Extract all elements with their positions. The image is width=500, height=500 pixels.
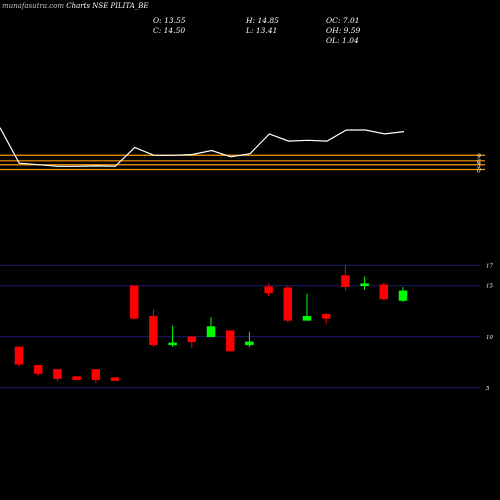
candle-body	[72, 376, 81, 380]
ohlc-open-close: O: 13.55 C: 14.50	[153, 16, 186, 36]
candle-body	[245, 341, 254, 346]
candle	[245, 331, 254, 347]
candle-body	[302, 316, 312, 321]
candle	[206, 317, 216, 338]
level-label: 3	[477, 163, 481, 170]
candle-body	[149, 316, 158, 346]
chart-title: munafasutra.com Charts NSE PILITA_BE	[2, 2, 149, 10]
site-name: munafasutra.com	[2, 2, 65, 10]
level-label: 9	[477, 153, 481, 160]
candle-body	[264, 286, 273, 294]
candle	[14, 346, 24, 367]
level-label: 0	[477, 167, 481, 174]
ohlc-high-low: H: 14.85 L: 13.41	[246, 16, 279, 36]
low-value: 13.41	[255, 26, 278, 35]
candle	[168, 325, 177, 347]
candle-body	[91, 369, 101, 380]
oh-value: 9.59	[343, 26, 361, 35]
candle	[53, 369, 62, 382]
price-panel: 17 15 10 5	[0, 263, 493, 392]
chart-title-text: Charts NSE PILITA_BE	[66, 2, 149, 10]
candle	[360, 276, 369, 290]
candle-body	[53, 369, 62, 379]
ohlc-percentages: OC: 7.01 OH: 9.59 OL: 1.04	[326, 16, 360, 46]
candle-body	[341, 275, 350, 287]
candle-body	[283, 287, 293, 321]
oc-value-row: OC: 7.01	[326, 16, 360, 25]
y-tick-label: 10	[486, 335, 493, 341]
candle-body	[129, 285, 139, 319]
candle-body	[225, 330, 235, 352]
candle	[264, 283, 273, 296]
candle	[225, 330, 235, 352]
close-value: 14.50	[163, 26, 186, 35]
candle-body	[206, 326, 216, 338]
oh-value-row: OH: 9.59	[326, 26, 361, 35]
open-value: 13.55	[164, 16, 186, 25]
candle	[110, 377, 120, 381]
candle	[149, 309, 158, 347]
candle-body	[398, 290, 408, 301]
oc-value: 7.01	[342, 16, 360, 25]
candle-body	[110, 377, 120, 381]
candle-body	[379, 284, 389, 300]
indicator-line	[0, 127, 405, 167]
candle-body	[14, 346, 24, 365]
candle-body	[33, 365, 43, 374]
close-value-row: C: 14.50	[153, 26, 186, 35]
candle-body	[360, 283, 369, 286]
candle-body	[168, 342, 177, 346]
high-value-row: H: 14.85	[246, 16, 279, 25]
candle	[187, 336, 197, 348]
candle	[72, 376, 81, 380]
candle	[379, 282, 389, 301]
open-value-row: O: 13.55	[153, 16, 186, 25]
y-tick-label: 5	[486, 386, 490, 392]
candle	[283, 285, 293, 323]
candle	[129, 285, 139, 320]
high-value: 14.85	[257, 16, 279, 25]
candle	[341, 265, 350, 291]
candle-body	[321, 314, 331, 319]
ol-value: 1.04	[342, 36, 359, 45]
candle	[302, 293, 312, 321]
candle	[91, 369, 101, 383]
level-label: 6	[477, 159, 481, 166]
y-tick-label: 15	[486, 284, 493, 290]
candle	[33, 365, 43, 376]
candle	[398, 287, 408, 302]
candle	[321, 313, 331, 324]
y-tick-label: 17	[486, 263, 493, 269]
candle-body	[187, 336, 197, 343]
ol-value-row: OL: 1.04	[326, 36, 359, 45]
low-value-row: L: 13.41	[246, 26, 278, 35]
